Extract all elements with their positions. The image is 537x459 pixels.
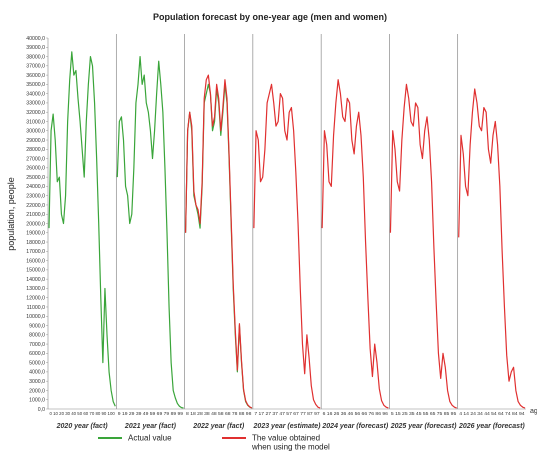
legend-label-1: Actual value <box>128 434 172 443</box>
x-tick-labels-panel-2: 9 19 29 39 49 59 69 79 89 99 <box>118 411 184 416</box>
series-line-model-panel-5 <box>321 79 389 409</box>
y-tick-label: 24000,0 <box>26 184 45 190</box>
x-tick-labels-panel-5: 6 16 26 36 46 56 66 76 86 96 <box>323 411 389 416</box>
y-tick-label: 14000,0 <box>26 277 45 283</box>
y-tick-label: 39000,0 <box>26 45 45 51</box>
y-tick-label: 3000,0 <box>29 379 45 385</box>
series-line-actual-panel-2 <box>116 55 184 409</box>
panel-dividers <box>115 34 459 409</box>
y-axis-ticks: 0,0 1000,0 2000,0 3000,0 4000,0 5000,0 6000,0 7… <box>26 36 48 413</box>
y-tick-label: 27000,0 <box>26 156 45 162</box>
y-tick-label: 13000,0 <box>26 286 45 292</box>
legend: Actual value The value obtained when using… <box>98 434 330 452</box>
y-tick-label: 25000,0 <box>26 175 45 181</box>
axes <box>47 38 526 410</box>
y-tick-label: 0,0 <box>38 407 45 413</box>
series-line-model-panel-6 <box>389 83 457 409</box>
y-tick-label: 30000,0 <box>26 129 45 135</box>
y-tick-label: 6000,0 <box>29 351 45 357</box>
x-tick-labels-panel-4: 7 17 27 37 47 57 67 77 87 97 <box>254 411 320 416</box>
panel-labels: 2020 year (fact) 2021 year (fact) 2022 yea… <box>56 423 526 430</box>
series-line-model-panel-7 <box>458 88 526 409</box>
y-tick-label: 15000,0 <box>26 268 45 274</box>
panel-label-4: 2023 year (estimate) <box>253 423 322 430</box>
y-tick-label: 37000,0 <box>26 64 45 70</box>
x-axis-ticks: 0 10 20 30 40 50 60 70 80 90 100 9 19 29 … <box>50 411 525 416</box>
y-tick-label: 26000,0 <box>26 166 45 172</box>
y-tick-label: 22000,0 <box>26 203 45 209</box>
panel-label-3: 2022 year (fact) <box>192 423 245 430</box>
series-layer <box>48 51 526 409</box>
y-tick-label: 8000,0 <box>29 333 45 339</box>
x-tick-labels-panel-7: 4 14 24 34 44 54 64 74 84 94 <box>459 411 525 416</box>
y-tick-label: 5000,0 <box>29 360 45 366</box>
x-tick-labels-panel-3: 8 18 28 38 48 58 68 78 88 98 <box>186 411 252 416</box>
y-tick-label: 11000,0 <box>27 305 45 311</box>
y-tick-label: 16000,0 <box>26 258 45 264</box>
series-line-model-panel-3 <box>184 74 253 409</box>
y-axis-label: population, people <box>6 177 16 251</box>
y-tick-label: 19000,0 <box>26 231 45 237</box>
y-tick-label: 7000,0 <box>29 342 45 348</box>
y-tick-label: 17000,0 <box>26 249 45 255</box>
panel-label-1: 2020 year (fact) <box>56 423 109 430</box>
y-tick-label: 33000,0 <box>26 101 45 107</box>
y-tick-label: 29000,0 <box>26 138 45 144</box>
y-tick-label: 40000,0 <box>26 36 45 42</box>
panel-label-5: 2024 year (forecast) <box>321 423 388 430</box>
y-tick-label: 32000,0 <box>26 110 45 116</box>
y-tick-label: 35000,0 <box>26 82 45 88</box>
y-tick-label: 10000,0 <box>26 314 45 320</box>
y-tick-label: 4000,0 <box>29 370 45 376</box>
series-line-actual-panel-1 <box>48 51 116 407</box>
y-tick-label: 38000,0 <box>26 54 45 60</box>
x-unit-label: ag <box>530 408 537 415</box>
y-tick-label: 36000,0 <box>26 73 45 79</box>
y-tick-label: 18000,0 <box>26 240 45 246</box>
panel-label-6: 2025 year (forecast) <box>390 423 457 430</box>
panel-label-7: 2026 year (forecast) <box>458 423 525 430</box>
y-tick-label: 34000,0 <box>26 91 45 97</box>
series-line-model-panel-4 <box>253 83 321 409</box>
x-tick-labels-panel-1: 0 10 20 30 40 50 60 70 80 90 100 <box>50 411 116 416</box>
chart-title: Population forecast by one-year age (men… <box>153 12 387 22</box>
y-tick-label: 12000,0 <box>26 296 45 302</box>
y-tick-label: 28000,0 <box>26 147 45 153</box>
y-tick-label: 9000,0 <box>29 323 45 329</box>
y-tick-label: 1000,0 <box>29 398 45 404</box>
y-tick-label: 31000,0 <box>26 119 45 125</box>
y-tick-label: 2000,0 <box>29 388 45 394</box>
legend-label-2: The value obtained when using the model <box>251 434 330 452</box>
y-tick-label: 20000,0 <box>26 221 45 227</box>
y-tick-label: 23000,0 <box>26 193 45 199</box>
y-tick-label: 21000,0 <box>26 212 45 218</box>
panel-label-2: 2021 year (fact) <box>124 423 177 430</box>
x-tick-labels-panel-6: 5 15 25 35 45 55 65 75 85 95 <box>391 411 457 416</box>
